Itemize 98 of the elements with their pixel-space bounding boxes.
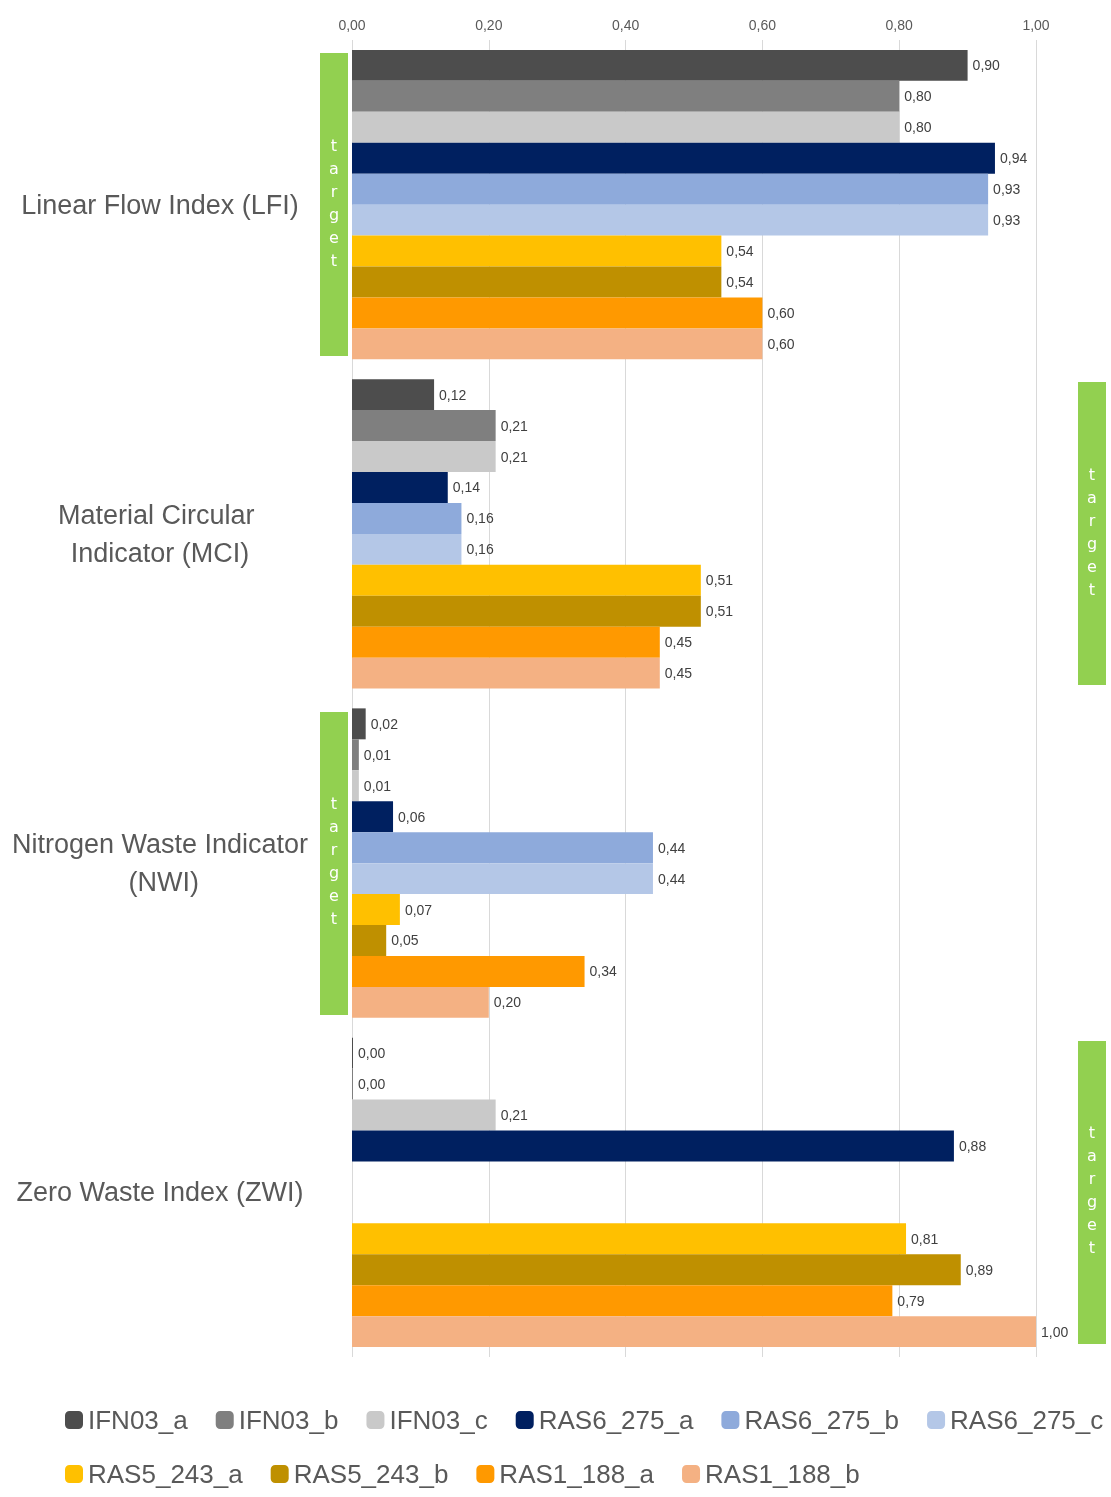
bar [352,595,701,627]
legend-label: RAS1_188_b [705,1459,860,1489]
legend-label: RAS6_275_b [744,1405,900,1435]
bar [352,708,366,740]
bar [352,142,995,174]
data-label: 0,06 [398,808,426,825]
legend-label: IFN03_a [88,1405,189,1435]
data-label: 0,02 [370,715,399,732]
data-label: 0,21 [500,1107,529,1123]
bar [352,955,585,987]
bar [352,173,989,205]
bar [352,739,359,771]
y-tick-label: Linear Flow Index (LFI) [21,189,299,220]
data-label: 0,20 [493,994,522,1011]
legend-label: IFN03_c [389,1405,488,1435]
bar [352,770,359,802]
bar [352,410,496,442]
data-label: 0,79 [897,1292,925,1309]
bar [352,657,660,689]
x-tick-label: 0,60 [748,17,777,33]
data-label: 0,60 [767,304,795,321]
data-label: 0,60 [767,335,795,352]
label-tab: target [320,53,348,357]
bar [352,533,462,565]
data-label: 0,16 [466,541,494,558]
bar [352,266,722,298]
data-label: 0,12 [439,386,467,403]
x-tick-label: 0,80 [885,17,914,33]
data-label: 1,00 [1041,1323,1069,1340]
data-label: 0,89 [965,1261,994,1278]
data-label: 0,14 [452,479,481,496]
data-label: 0,34 [589,963,618,980]
bar [352,441,496,472]
data-label: 0,54 [726,274,754,290]
bar [352,894,400,926]
bar [352,564,701,596]
data-label: 0,45 [664,634,693,651]
bar [352,379,435,411]
bar [352,626,660,658]
data-label: 0,93 [993,212,1021,229]
data-label: 0,44 [657,870,686,887]
legend-label: RAS5_243_b [293,1459,449,1489]
bar [352,1285,893,1317]
bar [352,328,763,360]
x-tick-label: 0,00 [338,17,366,33]
x-tick-label: 1,00 [1022,17,1050,33]
legend-label: IFN03_b [238,1405,339,1435]
bar [352,1099,496,1131]
y-tick-label: Material Circular Indicator (MCI) [57,499,263,568]
data-label: 0,51 [705,572,734,589]
bar [352,832,653,864]
legend-label: RAS5_243_a [88,1459,244,1489]
bar [352,925,387,956]
bar [352,1254,961,1286]
data-label: 0,80 [904,88,932,105]
bar [352,801,394,833]
bar [352,502,462,534]
data-label: 0,01 [363,777,392,794]
data-label: 0,45 [664,665,693,682]
data-label: 0,01 [363,746,392,763]
data-label: 0,88 [958,1137,987,1154]
data-label: 0,21 [500,417,529,434]
legend-label: RAS6_275_c [950,1405,1104,1435]
bar [352,111,900,143]
bar [352,1223,907,1255]
data-label: 0,94 [999,150,1028,167]
legend-label: RAS6_275_a [538,1405,694,1435]
bar [352,471,448,503]
bar [352,863,653,895]
data-label: 0,54 [726,243,754,260]
data-label: 0,05 [391,932,419,949]
data-label: 0,93 [993,181,1021,198]
data-label: 0,80 [904,119,932,136]
legend-label: RAS1_188_a [499,1459,655,1489]
data-label: 0,21 [500,448,529,465]
bar [352,1130,954,1162]
data-label: 0,16 [466,510,494,527]
x-tick-label: 0,40 [611,17,640,33]
data-label: 0,07 [404,901,433,918]
label-tab: target [1078,382,1106,686]
y-tick-label: Nitrogen Waste Indicator (NWI) [11,829,309,898]
data-label: 0,00 [358,1045,386,1062]
data-label: 0,90 [972,57,1001,74]
data-label: 0,44 [657,839,686,856]
data-label: 0,00 [358,1076,386,1093]
bar [352,1316,1036,1348]
bar [352,80,900,112]
bar [352,204,989,236]
bar [352,49,968,81]
bar [352,235,722,267]
label-tab: target [1078,1040,1106,1344]
label-tab: target [320,711,348,1015]
data-label: 0,51 [705,603,734,620]
x-tick-label: 0,20 [475,17,503,33]
y-tick-label: Zero Waste Index (ZWI) [16,1177,304,1208]
bar [352,986,489,1018]
data-label: 0,81 [911,1230,939,1247]
bar [352,297,763,329]
